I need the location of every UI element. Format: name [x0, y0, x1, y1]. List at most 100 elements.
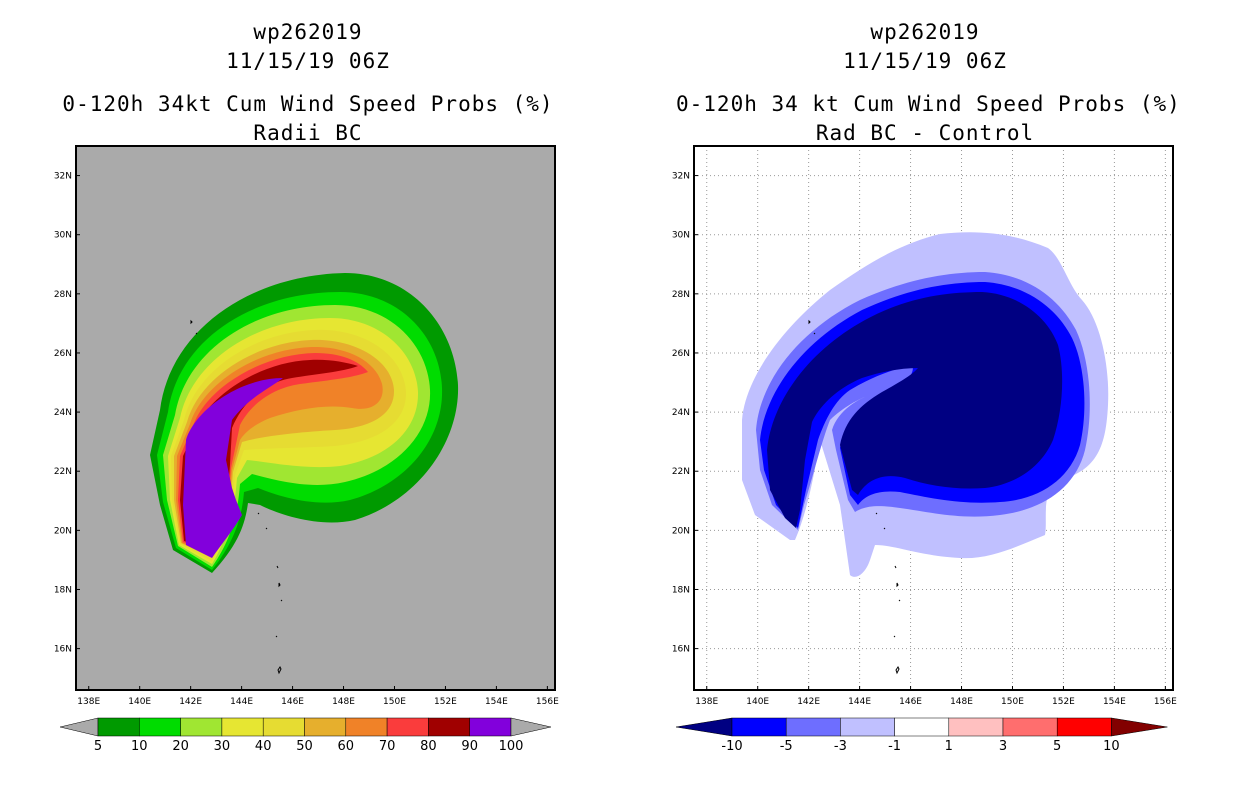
y-tick-label: 24N: [54, 408, 72, 418]
right-experiment-name: Rad BC - Control: [815, 121, 1035, 145]
colorbar-swatch: [221, 717, 264, 737]
colorbar-extension-high: [1111, 717, 1168, 737]
left-panel-title: wp262019 11/15/19 06Z: [60, 18, 556, 76]
x-tick-label: 138E: [77, 697, 100, 707]
x-tick-label: 152E: [1052, 697, 1075, 707]
left-axes: 138E 140E 142E 144E 146E 148E 150E 152E 154E 156E…: [54, 172, 559, 707]
x-tick-label: 152E: [434, 697, 457, 707]
y-tick-label: 20N: [672, 526, 690, 536]
colorbar-label: 50: [296, 739, 313, 754]
y-tick-label: 22N: [672, 467, 690, 477]
colorbar-swatch: [948, 717, 1004, 737]
left-product-name: 0-120h 34kt Cum Wind Speed Probs (%): [62, 92, 554, 116]
colorbar-swatch: [894, 717, 950, 737]
y-tick-label: 30N: [672, 231, 690, 241]
colorbar-label: 70: [379, 739, 396, 754]
x-tick-label: 138E: [695, 697, 718, 707]
x-tick-label: 148E: [950, 697, 973, 707]
colorbar-label: 90: [461, 739, 478, 754]
y-tick-label: 16N: [54, 645, 72, 655]
x-tick-label: 154E: [485, 697, 508, 707]
colorbar-label: -10: [721, 739, 742, 754]
y-tick-label: 22N: [54, 467, 72, 477]
x-tick-label: 140E: [128, 697, 151, 707]
y-tick-label: 32N: [54, 172, 72, 182]
y-tick-label: 32N: [672, 172, 690, 182]
colorbar-label: 30: [214, 739, 231, 754]
right-datetime: 11/15/19 06Z: [843, 49, 1007, 73]
colorbar-label: 20: [172, 739, 189, 754]
y-tick-label: 18N: [54, 585, 72, 595]
y-tick-label: 30N: [54, 231, 72, 241]
x-tick-label: 144E: [848, 697, 871, 707]
left-panel-subtitle: 0-120h 34kt Cum Wind Speed Probs (%) Rad…: [60, 90, 556, 148]
left-probability-field: [150, 273, 459, 573]
x-tick-label: 156E: [1154, 697, 1177, 707]
x-tick-label: 150E: [383, 697, 406, 707]
colorbar-swatch: [180, 717, 223, 737]
colorbar-swatch: [1002, 717, 1058, 737]
y-tick-label: 16N: [672, 645, 690, 655]
x-tick-label: 144E: [230, 697, 253, 707]
left-map-panel: 138E 140E 142E 144E 146E 148E 150E 152E 154E 156E…: [54, 145, 559, 707]
colorbar-label: 1: [945, 739, 953, 754]
y-tick-label: 24N: [672, 408, 690, 418]
left-map-frame: [75, 145, 556, 691]
colorbar-label: 10: [1103, 739, 1120, 754]
x-tick-label: 142E: [797, 697, 820, 707]
colorbar-swatch: [469, 717, 512, 737]
x-tick-label: 148E: [332, 697, 355, 707]
diff-contour-minus-10: [767, 292, 1063, 528]
colorbar-swatch: [785, 717, 841, 737]
colorbar-label: 5: [94, 739, 102, 754]
colorbar-swatch: [428, 717, 470, 737]
x-tick-label: 146E: [281, 697, 304, 707]
colorbar-label: 80: [420, 739, 437, 754]
y-tick-label: 26N: [54, 349, 72, 359]
colorbar-swatch: [1056, 717, 1112, 737]
colorbar-swatch: [345, 717, 388, 737]
right-panel-title: wp262019 11/15/19 06Z: [676, 18, 1174, 76]
left-storm-id: wp262019: [253, 20, 363, 44]
colorbar-label: 100: [499, 739, 524, 754]
x-tick-label: 142E: [179, 697, 202, 707]
right-colorbar: -10 -5 -3 -1 1 3 5 10: [675, 717, 1168, 754]
colorbar-swatch: [304, 717, 347, 737]
left-experiment-name: Radii BC: [253, 121, 363, 145]
colorbar-swatch: [97, 717, 140, 737]
x-tick-label: 140E: [746, 697, 769, 707]
colorbar-extension-high: [510, 717, 552, 737]
colorbar-extension-low: [675, 717, 733, 737]
x-tick-label: 146E: [899, 697, 922, 707]
colorbar-swatch: [731, 717, 787, 737]
left-colorbar: 5 10 20 30 40 50 60 70 80 90 100: [59, 717, 552, 754]
right-product-name: 0-120h 34 kt Cum Wind Speed Probs (%): [676, 92, 1181, 116]
right-map-frame: [693, 145, 1174, 691]
right-panel-subtitle: 0-120h 34 kt Cum Wind Speed Probs (%) Ra…: [676, 90, 1181, 148]
right-axes: 138E 140E 142E 144E 146E 148E 150E 152E 154E 156E…: [672, 172, 1177, 707]
y-tick-label: 18N: [672, 585, 690, 595]
colorbar-swatch: [262, 717, 305, 737]
colorbar-swatch: [840, 717, 895, 737]
colorbar-swatch: [139, 717, 181, 737]
colorbar-label: 10: [131, 739, 148, 754]
right-map-panel: 138E 140E 142E 144E 146E 148E 150E 152E 154E 156E…: [672, 145, 1177, 707]
colorbar-label: -3: [834, 739, 847, 754]
colorbar-label: -1: [888, 739, 901, 754]
colorbar-label: 5: [1053, 739, 1061, 754]
colorbar-label: 60: [338, 739, 355, 754]
left-datetime: 11/15/19 06Z: [226, 49, 390, 73]
right-islands: [808, 319, 901, 675]
left-islands: [190, 319, 283, 675]
colorbar-swatch: [386, 717, 429, 737]
y-tick-label: 26N: [672, 349, 690, 359]
colorbar-label: -5: [780, 739, 793, 754]
prob-contour-90: [183, 378, 283, 558]
right-storm-id: wp262019: [870, 20, 980, 44]
x-tick-label: 154E: [1103, 697, 1126, 707]
y-tick-label: 20N: [54, 526, 72, 536]
right-difference-field: [742, 232, 1109, 577]
colorbar-label: 3: [999, 739, 1007, 754]
colorbar-label: 40: [255, 739, 272, 754]
